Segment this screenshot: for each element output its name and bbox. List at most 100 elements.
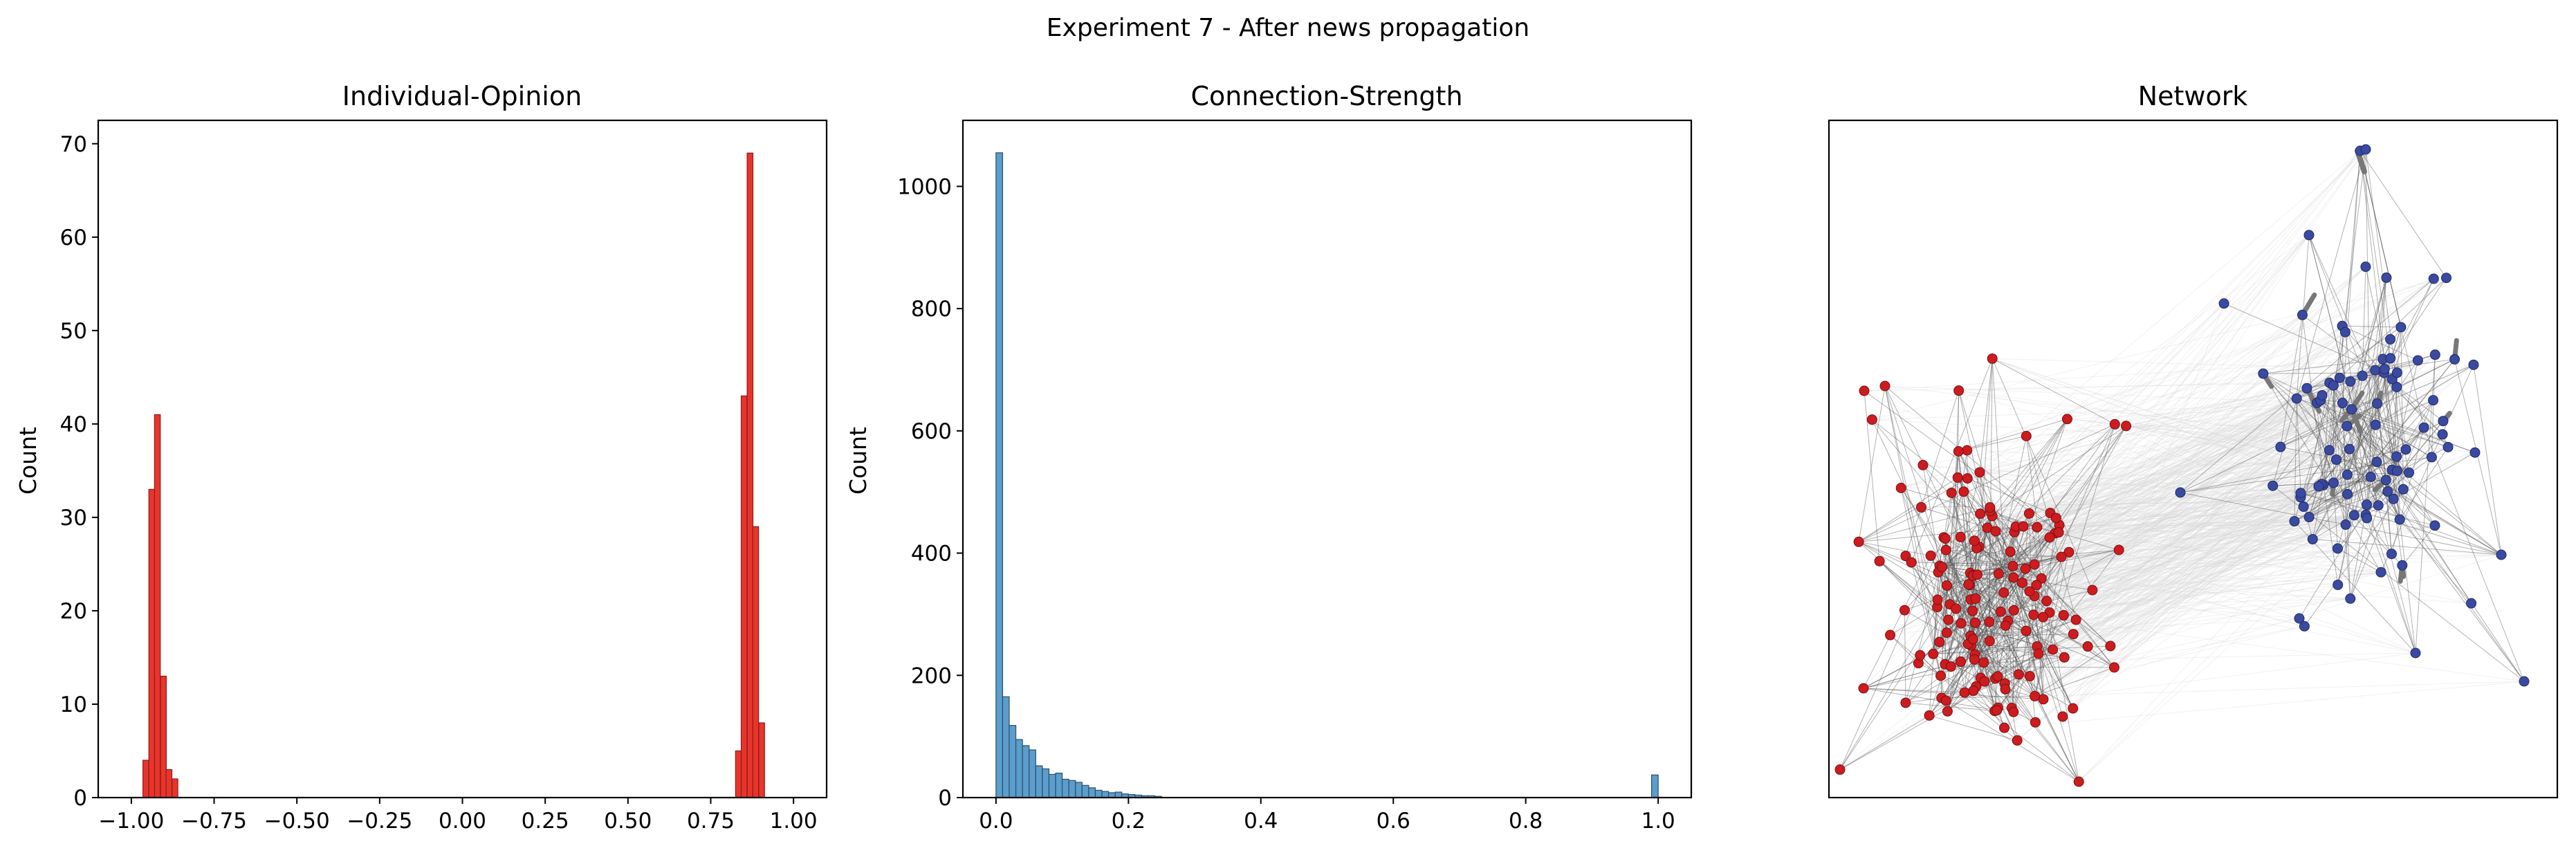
network-node [1953,385,1965,396]
network-edge [2050,474,2348,514]
network-edge [1958,277,2447,452]
network-edge [1960,331,2346,624]
network-edge [2087,446,2281,647]
network-edge [1905,505,2379,704]
network-edge [2041,578,2044,699]
network-edge [1933,646,2037,654]
network-graph [1834,144,2530,787]
network-edge [1858,385,1886,542]
network-node [2391,367,2402,378]
network-edge [1911,562,2030,677]
network-node [2033,648,2044,659]
network-edge [2023,331,2346,527]
network-edge [1942,527,1988,567]
network-edge [1989,507,2062,558]
network-node [2030,717,2041,728]
network-edge [1945,549,2005,684]
network-edge [1863,688,1997,711]
network-edge [1879,560,1975,660]
network-edge [2016,403,2343,527]
network-edge [2329,450,2502,555]
network-node [2289,516,2300,527]
network-edge [2015,526,2036,723]
network-edge [1940,549,2119,567]
network-edge [2473,365,2502,555]
network-edge [2046,358,2391,602]
network-edge [2223,303,2384,374]
network-edge [2046,149,2366,602]
network-edge [1972,358,1993,639]
network-edge [1951,493,2014,712]
network-node [2371,398,2382,409]
network-edge [1947,149,2366,712]
network-node [2468,359,2479,370]
network-node [2017,577,2028,588]
opinion-y-axis-label: Count [15,427,42,495]
network-edge [2342,403,2476,453]
network-edge [1967,450,2393,470]
network-node [1853,536,1864,547]
network-edge [2263,373,2382,573]
network-edge [2025,436,2077,620]
network-node [2024,586,2035,597]
network-edge [2029,488,2404,514]
network-edge [2365,452,2476,515]
network-edge [2013,381,2351,712]
network-node [2370,419,2381,430]
network-edge [2004,373,2264,684]
network-edge [1941,695,2035,699]
network-node [2339,327,2350,338]
opinion-axes-frame [97,119,828,799]
network-node [2373,500,2384,511]
network-edge [2029,403,2377,514]
network-edge [2041,425,2127,579]
network-node [2317,389,2328,401]
network-edge [2263,373,2409,473]
network-edge [2056,395,2323,519]
network-edge [2005,497,2301,690]
network-edge [2036,372,2398,647]
network-edge [1922,464,2301,494]
network-edge [1979,358,1993,472]
network-node [2113,544,2124,555]
network-edge [2303,383,2330,507]
network-edge [2296,398,2472,604]
network-node [1959,687,1970,698]
network-edge [2046,452,2476,602]
network-edge [2005,571,2382,684]
network-edge [1956,598,2350,609]
network-edge [2050,513,2435,526]
network-edge [2263,373,2330,451]
network-edge [1994,554,2502,712]
network-edge [1963,491,1974,576]
network-edge [2375,370,2376,425]
network-edge [1930,555,2065,658]
network-edge [1922,465,2048,602]
network-node [2053,527,2064,538]
network-node [2438,416,2449,427]
network-edge [1992,358,2304,507]
network-node [2346,404,2357,415]
network-edge [1884,385,2059,533]
network-node [2342,469,2353,480]
network-edge [2110,456,2397,647]
histogram-bar [1068,780,1076,798]
network-node [1999,722,2010,733]
network-edge [1940,451,1959,676]
network-edge [2115,423,2310,518]
network-edge [1979,424,2376,547]
network-edge [2126,425,2407,450]
network-edge [2337,548,2382,573]
network-edge [1992,358,2388,492]
y-tick-label: 0 [73,786,87,811]
network-edge [2036,646,2079,782]
network-edge [1933,630,2027,654]
network-edge [2383,372,2400,520]
network-edge [1890,634,2018,741]
histogram-bar [1650,774,1659,798]
network-edge [1958,382,2330,452]
network-edge [2013,577,2044,699]
network-node [1955,656,1966,668]
network-node [2342,421,2353,432]
